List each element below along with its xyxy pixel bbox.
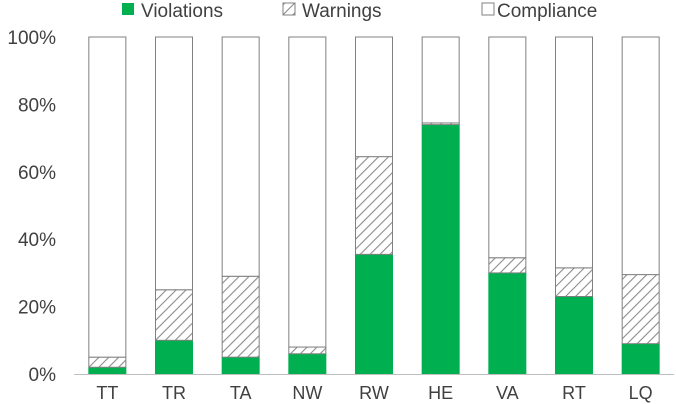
bar-violations-tr: [155, 339, 193, 375]
y-axis-tick-labels: 0% 20% 40% 60% 80% 100%: [7, 28, 56, 386]
bar-compliance-he: [421, 36, 460, 124]
x-category-label: NW: [292, 383, 322, 403]
legend-item-violations: Violations: [122, 1, 223, 22]
bar-stack-ta: [221, 36, 260, 375]
legend-label-compliance: Compliance: [497, 1, 597, 22]
bar-warnings-rw: [355, 156, 393, 255]
x-category-label: TT: [96, 383, 118, 403]
legend-swatch-warnings: [282, 2, 296, 16]
bar-stack-he: [421, 36, 460, 375]
bar-violations-ta: [221, 356, 260, 375]
x-category-label: LQ: [629, 383, 653, 403]
bar-compliance-ta: [221, 36, 260, 277]
legend: Violations Warnings Compliance: [122, 1, 597, 22]
bar-compliance-va: [488, 36, 527, 259]
bar-stack-tt: [88, 36, 127, 375]
bar-warnings-tt: [88, 356, 127, 368]
x-category-label: RW: [359, 383, 389, 403]
bar-violations-va: [488, 272, 527, 375]
y-tick-label: 80%: [18, 95, 56, 116]
legend-label-warnings: Warnings: [302, 1, 382, 22]
bar-violations-he: [421, 124, 460, 375]
legend-item-warnings: Warnings: [282, 1, 382, 22]
legend-swatch-violations: [122, 3, 134, 15]
x-axis-category-labels: TT TR TA NW RW HE VA RT LQ: [96, 383, 652, 403]
bar-group: [88, 36, 660, 375]
bar-violations-lq: [621, 343, 660, 375]
bar-warnings-va: [488, 257, 527, 274]
bar-stack-rw: [355, 36, 393, 375]
bar-warnings-ta: [221, 275, 260, 358]
bar-warnings-lq: [621, 274, 660, 345]
bar-stack-va: [488, 36, 527, 375]
legend-label-violations: Violations: [141, 1, 223, 22]
x-category-label: TR: [162, 383, 186, 403]
bar-stack-tr: [155, 36, 193, 375]
legend-swatch-compliance: [481, 2, 495, 16]
bar-stack-rt: [555, 36, 593, 375]
bar-compliance-tt: [88, 36, 127, 358]
bar-compliance-rt: [555, 36, 593, 269]
bar-violations-rt: [555, 295, 593, 375]
y-tick-label: 0%: [29, 365, 57, 386]
bar-compliance-lq: [621, 36, 660, 276]
bar-warnings-tr: [155, 289, 193, 341]
x-category-label: HE: [428, 383, 453, 403]
bar-violations-rw: [355, 253, 393, 375]
y-tick-label: 100%: [7, 28, 56, 49]
bar-warnings-nw: [288, 346, 327, 355]
bar-compliance-tr: [155, 36, 193, 291]
bar-violations-tt: [88, 366, 127, 375]
x-category-label: TA: [230, 383, 252, 403]
legend-item-compliance: Compliance: [481, 1, 597, 22]
bar-warnings-rt: [555, 267, 593, 297]
x-category-label: VA: [496, 383, 519, 403]
y-tick-label: 60%: [18, 163, 56, 184]
bar-compliance-nw: [288, 36, 327, 348]
bar-compliance-rw: [355, 36, 393, 158]
y-tick-label: 20%: [18, 298, 56, 319]
bar-stack-lq: [621, 36, 660, 375]
y-tick-label: 40%: [18, 230, 56, 251]
x-category-label: RT: [562, 383, 586, 403]
bar-stack-nw: [288, 36, 327, 375]
bar-violations-nw: [288, 353, 327, 375]
